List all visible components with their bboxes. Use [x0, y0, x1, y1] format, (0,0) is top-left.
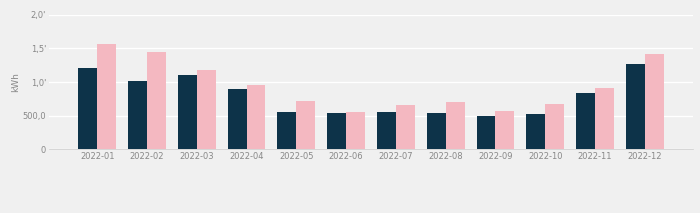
Bar — [576, 94, 595, 149]
Bar — [296, 101, 315, 149]
Bar — [595, 88, 614, 149]
Bar — [496, 111, 514, 149]
Bar — [427, 112, 446, 149]
Bar — [197, 70, 216, 149]
Legend: El kWh, kWh 2021-01-01 - 2021-12-31: El kWh, kWh 2021-01-01 - 2021-12-31 — [270, 210, 472, 213]
Bar — [477, 116, 496, 149]
Bar — [327, 112, 346, 149]
Bar — [178, 75, 197, 149]
Bar — [346, 112, 365, 149]
Bar — [78, 68, 97, 149]
Bar — [147, 52, 166, 149]
Bar — [377, 112, 396, 149]
Bar — [545, 104, 564, 149]
Bar — [277, 112, 296, 149]
Bar — [526, 114, 545, 149]
Y-axis label: kWh: kWh — [10, 72, 20, 92]
Bar — [97, 44, 116, 149]
Bar — [645, 54, 664, 149]
Bar — [228, 89, 246, 149]
Bar — [246, 85, 265, 149]
Bar — [128, 81, 147, 149]
Bar — [396, 105, 415, 149]
Bar — [446, 102, 465, 149]
Bar — [626, 64, 645, 149]
